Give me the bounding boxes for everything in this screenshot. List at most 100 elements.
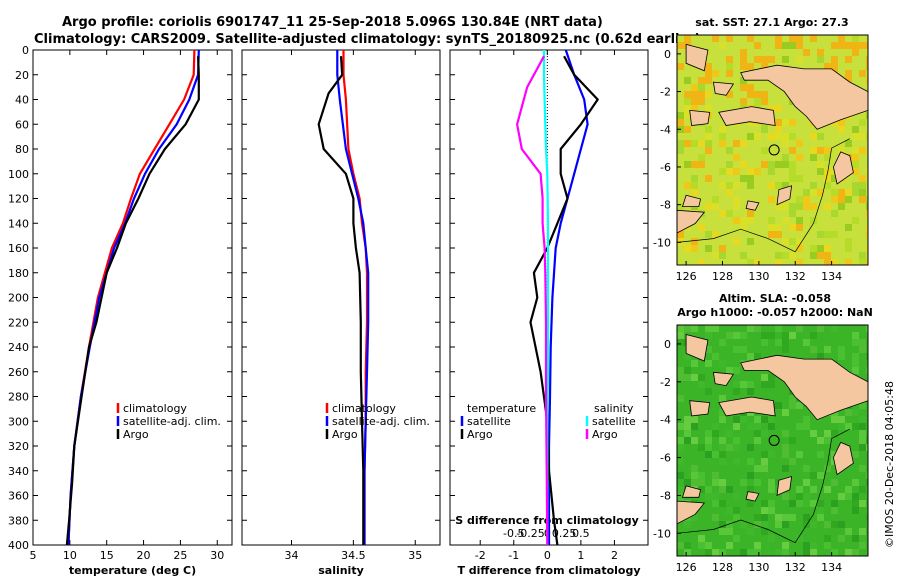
sst-map-cell — [684, 140, 691, 147]
sla-map-cell — [838, 535, 845, 542]
sst-map-cell — [691, 105, 698, 112]
sst-map-cell — [859, 147, 866, 154]
sst-map-cell — [845, 140, 852, 147]
sst-map-cell — [845, 196, 852, 203]
sst-map-cell — [768, 252, 775, 259]
sst-map-cell — [712, 105, 719, 112]
sst-map-cell — [817, 147, 824, 154]
sla-map-cell — [677, 367, 684, 374]
sla-map-cell — [747, 325, 754, 332]
sla-map-cell — [866, 367, 868, 374]
sst-map-cell — [677, 63, 684, 70]
sla-map-cell — [761, 528, 768, 535]
sst-map-cell — [747, 168, 754, 175]
sla-map-cell — [810, 437, 817, 444]
sst-map-cell — [726, 56, 733, 63]
sla-map-cell — [698, 528, 705, 535]
sst-map-cell — [852, 126, 859, 133]
sst-map-cell — [719, 133, 726, 140]
sla-map-cell — [866, 444, 868, 451]
sla-map-cell — [726, 444, 733, 451]
depth-tick-label: 340 — [8, 465, 29, 478]
sst-map-cell — [775, 35, 782, 42]
sla-map-cell — [733, 514, 740, 521]
sst-map-cell — [782, 238, 789, 245]
sst-map-cell — [768, 224, 775, 231]
sst-map-cell — [845, 56, 852, 63]
sla-map-cell — [859, 500, 866, 507]
sla-map-cell — [817, 451, 824, 458]
depth-tick-label: 260 — [8, 366, 29, 379]
sst-map-cell — [859, 133, 866, 140]
depth-tick-label: 20 — [15, 69, 29, 82]
sst-map-cell — [691, 84, 698, 91]
sst-map-cell — [866, 224, 868, 231]
sla-map-cell — [838, 353, 845, 360]
sst-map-cell — [824, 259, 831, 265]
sla-map-cell — [691, 416, 698, 423]
sst-map-cell — [803, 49, 810, 56]
sst-map-cell — [747, 238, 754, 245]
sla-map-cell — [859, 346, 866, 353]
sla-map-cell — [824, 521, 831, 528]
sst-map-cell — [796, 224, 803, 231]
sst-map-cell — [733, 238, 740, 245]
sst-map-cell — [859, 42, 866, 49]
sst-map-cell — [719, 126, 726, 133]
sst-map-cell — [754, 98, 761, 105]
temperature-profile-xtick-label: 25 — [173, 549, 187, 562]
sla-map-cell — [698, 486, 705, 493]
sla-map-cell — [761, 416, 768, 423]
sla-map-cell — [705, 430, 712, 437]
difference-profile-xtick-label: 0 — [544, 549, 551, 562]
sla-map-cell — [747, 486, 754, 493]
sla-map-cell — [768, 451, 775, 458]
depth-tick-label: 300 — [8, 415, 29, 428]
sla-map-cell — [733, 367, 740, 374]
sst-map-cell — [726, 210, 733, 217]
sla-map-cell — [810, 521, 817, 528]
sla-map-cell — [859, 402, 866, 409]
sla-map-cell — [796, 535, 803, 542]
sla-map-cell — [677, 409, 684, 416]
sla-map-cell — [803, 549, 810, 556]
sla-map-cell — [726, 493, 733, 500]
sst-map-cell — [796, 203, 803, 210]
depth-tick-label: 200 — [8, 292, 29, 305]
sst-map-cell — [775, 126, 782, 133]
sst-map-cell — [768, 168, 775, 175]
sla-map-cell — [684, 367, 691, 374]
sla-map-cell — [845, 549, 852, 556]
sla-map-cell — [852, 360, 859, 367]
sla-map-cell — [705, 486, 712, 493]
sst-map-cell — [747, 175, 754, 182]
sst-map-cell — [705, 70, 712, 77]
sst-map-cell — [740, 224, 747, 231]
sla-map-ytick-label: -6 — [660, 452, 671, 465]
salinity-profile: 34 34.5 35 salinity climatologysatellite-adj… — [241, 49, 441, 577]
imos-credit: ©IMOS 20-Dec-2018 04:05:48 — [883, 381, 896, 548]
temperature-profile-xtick-label: 15 — [100, 549, 114, 562]
sst-map-cell — [789, 35, 796, 42]
sst-map-cell — [698, 126, 705, 133]
sst-map-cell — [768, 182, 775, 189]
sla-map-cell — [768, 381, 775, 388]
sla-map-cell — [768, 486, 775, 493]
sla-map-cell — [684, 549, 691, 556]
sla-map-land — [718, 396, 776, 417]
sst-map-cell — [775, 42, 782, 49]
sla-map-cell — [866, 479, 868, 486]
sla-map-cell — [817, 514, 824, 521]
sst-map-cell — [698, 84, 705, 91]
sst-map-land — [712, 81, 735, 96]
legend-salinity-title: salinity — [594, 402, 634, 415]
sst-map-cell — [747, 91, 754, 98]
sla-map-cell — [677, 423, 684, 430]
sla-map: 126 128 130 132 134 0 -2 -4 -6 -8 -10 — [653, 324, 869, 574]
sla-map-cell — [754, 437, 761, 444]
sla-map-cell — [817, 437, 824, 444]
salinity-profile-xtick-label: 34.5 — [341, 549, 366, 562]
sst-map-cell — [838, 126, 845, 133]
sst-map-cell — [761, 63, 768, 70]
sst-map-cell — [817, 231, 824, 238]
